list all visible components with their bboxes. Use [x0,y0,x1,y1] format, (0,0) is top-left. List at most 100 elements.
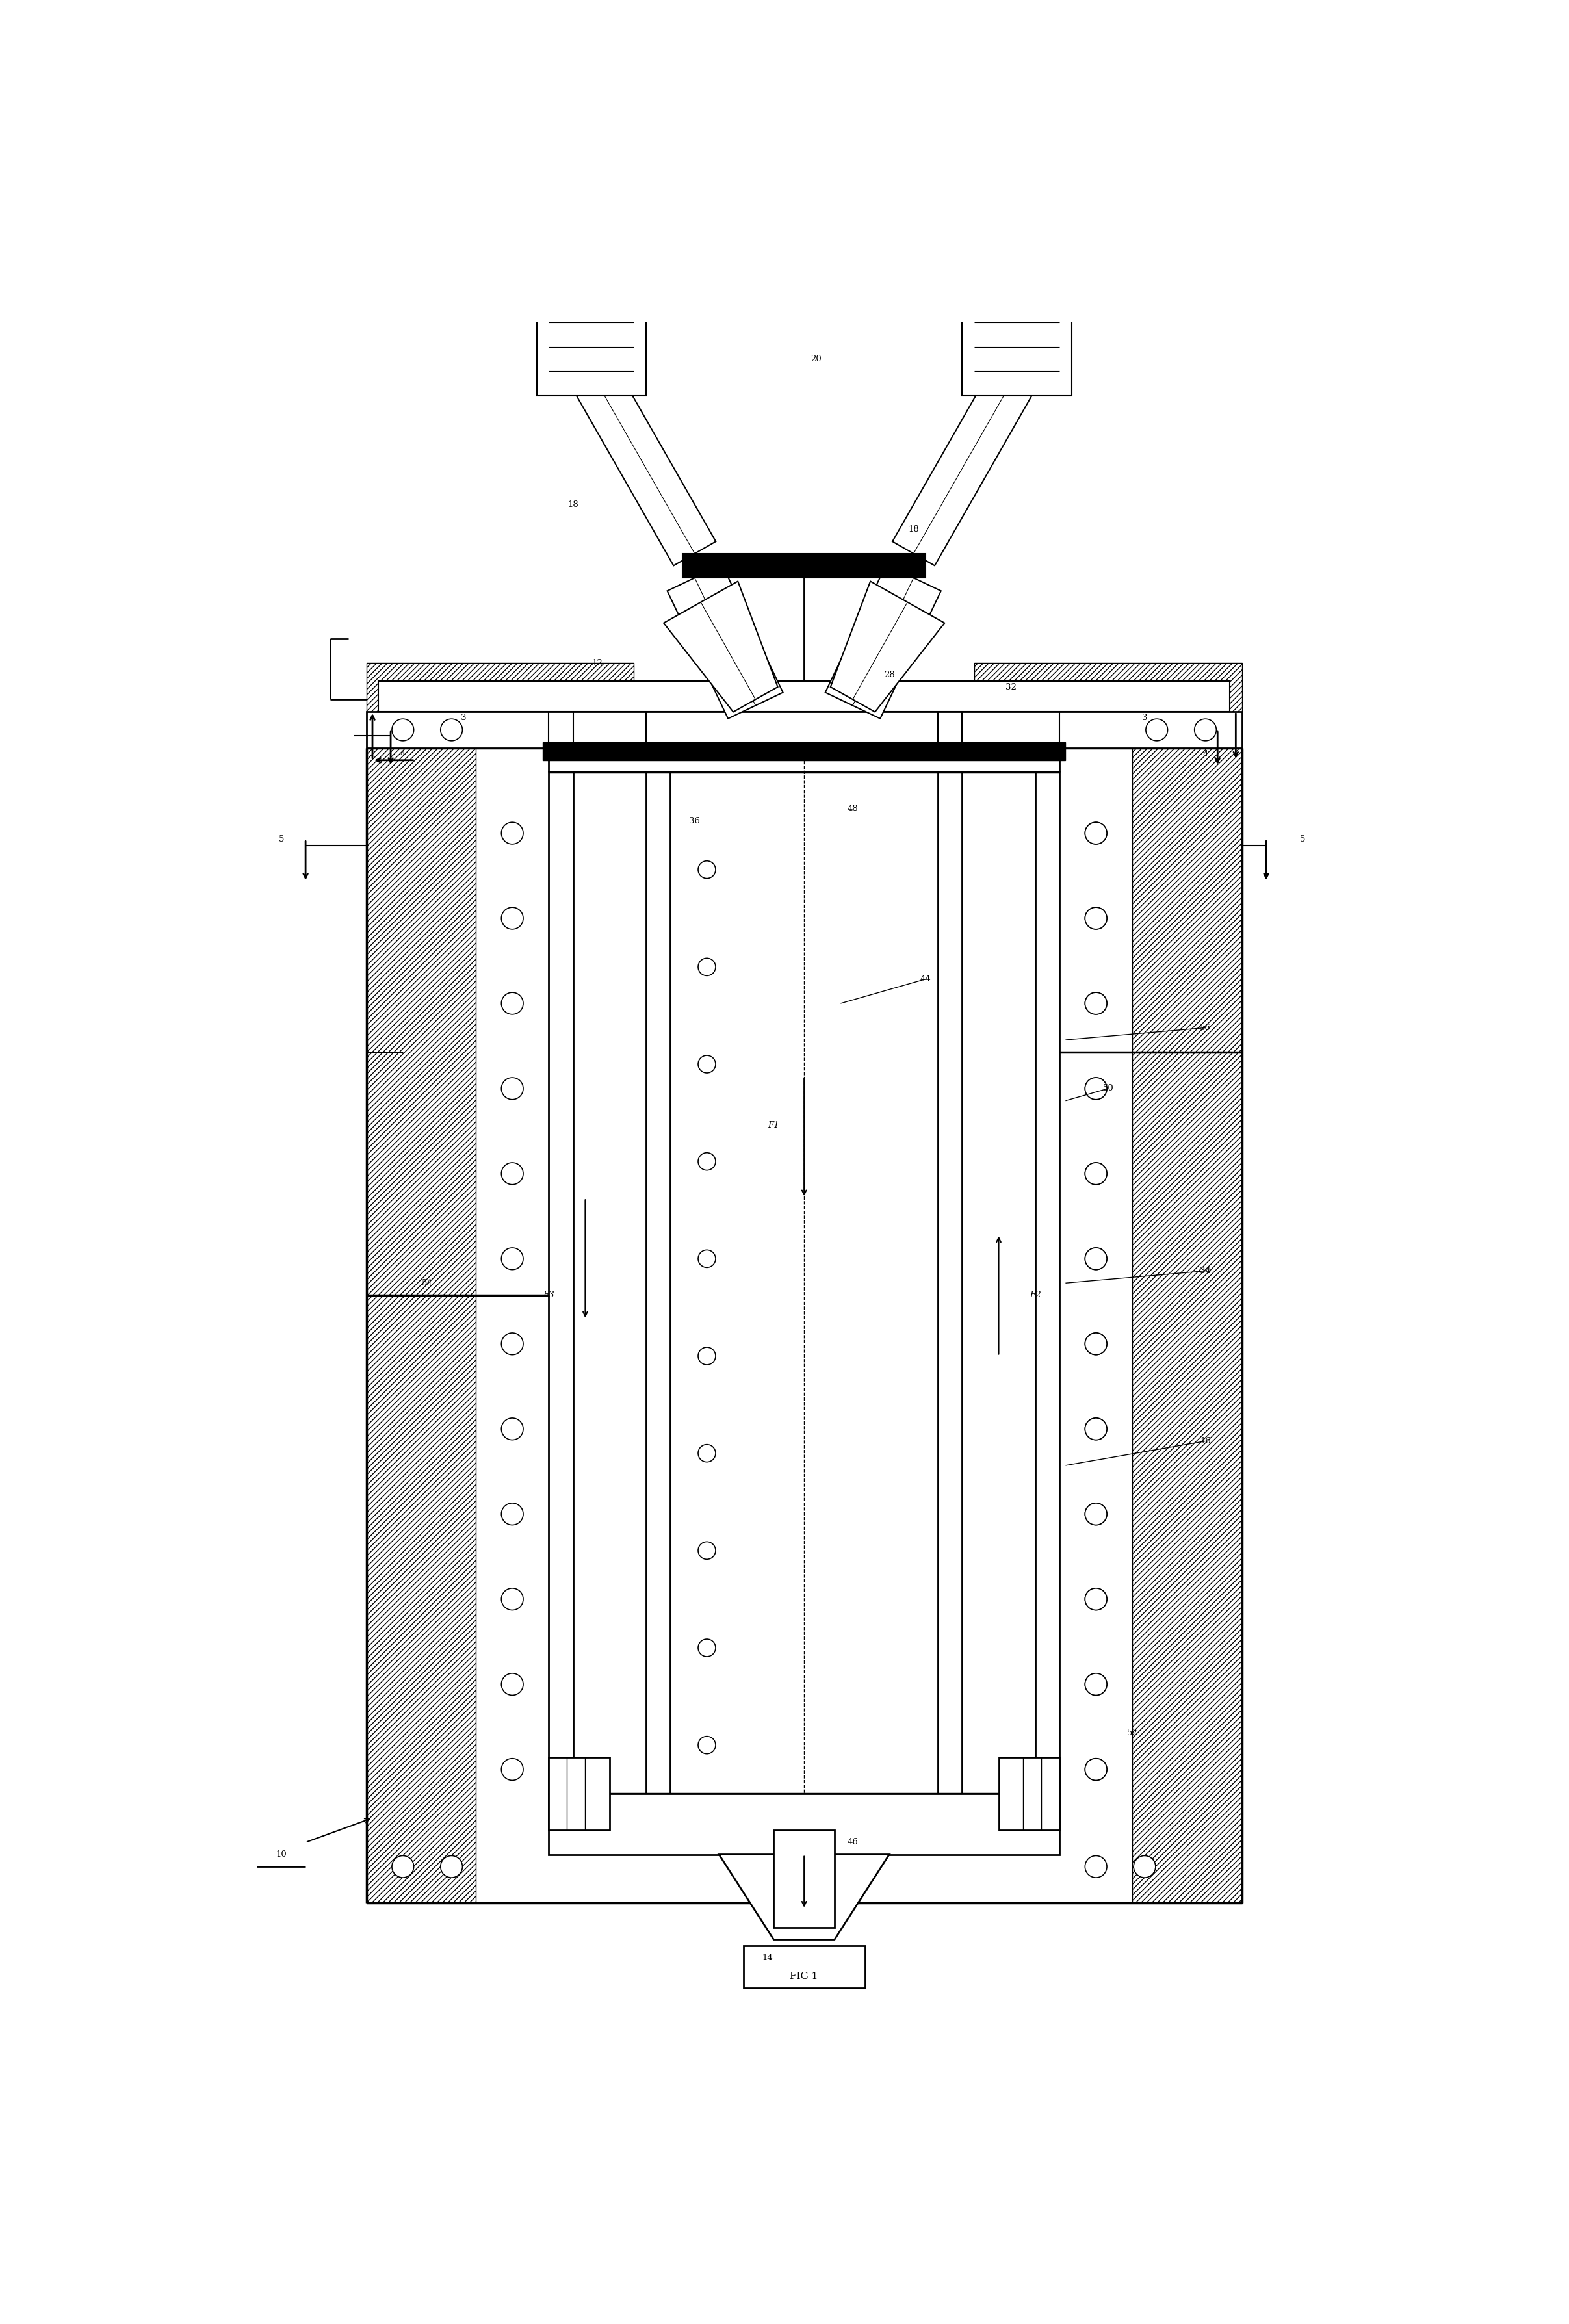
Bar [366,711,1243,748]
Circle shape [698,1638,715,1657]
Circle shape [502,1078,522,1099]
Circle shape [698,1250,715,1267]
Circle shape [1086,1248,1106,1269]
Bar [549,1757,609,1831]
Circle shape [1086,823,1106,844]
Text: F2: F2 [1029,1290,1040,1299]
Bar [366,662,634,748]
Circle shape [502,992,522,1013]
Text: 5: 5 [279,834,284,844]
Circle shape [1086,1078,1106,1099]
Text: 4: 4 [1203,751,1208,758]
Text: 12: 12 [592,658,602,667]
Polygon shape [830,581,945,711]
Circle shape [1086,1587,1106,1611]
Circle shape [502,1418,522,1441]
Text: 18: 18 [908,525,919,535]
Circle shape [1145,718,1167,741]
Circle shape [1086,1162,1106,1185]
Circle shape [1086,1587,1106,1611]
Text: 52: 52 [1127,1729,1138,1736]
Bar [1133,748,1243,1903]
Text: 46: 46 [847,1838,858,1848]
Bar [744,1945,865,1989]
Circle shape [1086,1759,1106,1780]
Polygon shape [719,1855,890,1941]
Circle shape [502,1162,522,1185]
Circle shape [1086,992,1106,1013]
Circle shape [698,860,715,878]
Bar [974,662,1243,748]
Circle shape [1086,1078,1106,1099]
Polygon shape [576,372,715,565]
Circle shape [502,1673,522,1694]
Circle shape [698,957,715,976]
Text: 16: 16 [1200,1436,1211,1446]
Text: 48: 48 [847,804,858,813]
Text: F1: F1 [767,1120,780,1129]
Circle shape [698,1055,715,1074]
Text: 5: 5 [1301,834,1305,844]
Text: 14: 14 [763,1954,774,1961]
Circle shape [502,823,522,844]
Text: 20: 20 [811,356,822,363]
Circle shape [1086,1248,1106,1269]
Bar [974,662,1243,748]
Circle shape [1086,823,1106,844]
Polygon shape [664,581,778,711]
Circle shape [1086,906,1106,930]
Circle shape [502,1248,522,1269]
Text: 4: 4 [400,751,405,758]
Circle shape [1134,1855,1155,1878]
Circle shape [1086,1759,1106,1780]
Bar [366,662,634,748]
Text: 36: 36 [689,816,700,825]
Text: 3: 3 [461,713,466,723]
Circle shape [1194,718,1216,741]
Bar [683,553,926,579]
Polygon shape [667,565,783,718]
Circle shape [441,718,463,741]
Text: 34: 34 [1200,1267,1211,1276]
Text: 3: 3 [1142,713,1147,723]
Text: 28: 28 [883,672,894,679]
Circle shape [1086,1162,1106,1185]
Circle shape [502,1587,522,1611]
Circle shape [1086,1418,1106,1441]
Bar [366,748,475,1903]
Bar [938,772,962,1794]
Text: FIG 1: FIG 1 [791,1971,817,1980]
Text: 18: 18 [568,500,579,509]
Polygon shape [893,372,1032,565]
Circle shape [698,1736,715,1755]
Text: 32: 32 [1006,683,1017,693]
Bar [962,297,1072,395]
Bar [378,681,1230,711]
Circle shape [1086,1334,1106,1355]
Bar [1036,772,1059,1794]
Circle shape [392,1855,414,1878]
Bar [1133,748,1243,1903]
Circle shape [502,1504,522,1525]
Circle shape [502,906,522,930]
Bar [646,772,670,1794]
Circle shape [1086,1673,1106,1694]
Circle shape [392,718,414,741]
Circle shape [502,1334,522,1355]
Circle shape [1086,1504,1106,1525]
Circle shape [698,1348,715,1364]
Bar [366,748,475,1903]
Circle shape [1086,1855,1106,1878]
Circle shape [441,1855,463,1878]
Text: 10: 10 [276,1850,287,1859]
Circle shape [698,1153,715,1171]
Text: 44: 44 [921,974,930,983]
Bar [549,1794,1059,1855]
Text: 50: 50 [1103,1085,1114,1092]
Circle shape [1086,906,1106,930]
Polygon shape [825,565,941,718]
Text: 56: 56 [1200,1023,1211,1032]
Text: 54: 54 [422,1278,433,1287]
Circle shape [1086,1334,1106,1355]
Circle shape [698,1446,715,1462]
